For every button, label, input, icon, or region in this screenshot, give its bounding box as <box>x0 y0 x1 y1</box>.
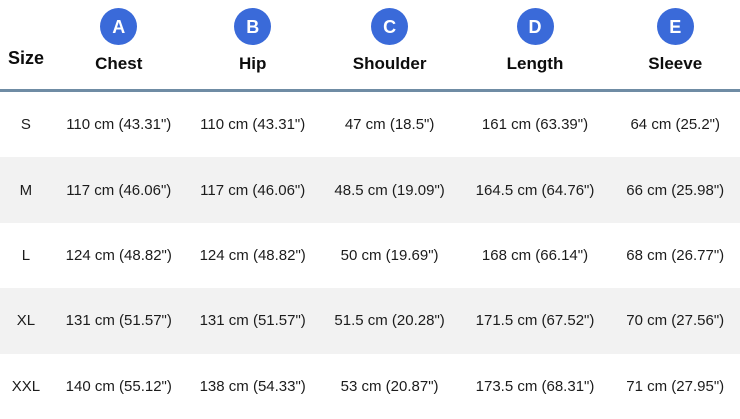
sleeve-column-label: Sleeve <box>648 54 703 73</box>
shoulder-value: 48.5 cm (19.09") <box>334 181 445 199</box>
table-row-s: S 110 cm (43.31") 110 cm (43.31") 47 cm … <box>0 92 740 158</box>
hip-value: 117 cm (46.06") <box>200 181 306 199</box>
badge-a-icon: A <box>100 8 138 45</box>
chest-value: 124 cm (48.82") <box>65 247 172 265</box>
hip-value: 131 cm (51.57") <box>199 312 306 330</box>
length-value: 171.5 cm (67.52") <box>475 312 595 330</box>
shoulder-value: 53 cm (20.87") <box>340 377 439 395</box>
size-column-label: Size <box>8 48 45 68</box>
badge-b-icon: B <box>234 8 272 45</box>
size-value: L <box>21 247 31 265</box>
size-value: M <box>19 181 33 199</box>
length-value: 168 cm (66.14") <box>481 247 589 265</box>
table-row-m: M 117 cm (46.06") 117 cm (46.06") 48.5 c… <box>0 157 740 223</box>
hip-value: 110 cm (43.31") <box>200 116 306 134</box>
chest-column-label: Chest <box>95 54 143 73</box>
chest-value: 117 cm (46.06") <box>66 181 172 199</box>
column-header-size: Size <box>0 0 52 89</box>
chest-value: 110 cm (43.31") <box>66 116 172 134</box>
table-row-xxl: XXL 140 cm (55.12") 138 cm (54.33") 53 c… <box>0 353 740 419</box>
sleeve-value: 71 cm (27.95") <box>626 377 725 395</box>
badge-d-icon: D <box>516 8 554 45</box>
column-header-sleeve: E Sleeve <box>610 0 740 89</box>
shoulder-value: 47 cm (18.5") <box>344 116 435 134</box>
hip-column-label: Hip <box>239 54 267 73</box>
column-header-length: D Length <box>460 0 611 89</box>
size-value: S <box>20 116 31 134</box>
shoulder-value: 51.5 cm (20.28") <box>334 312 445 330</box>
table-row-l: L 124 cm (48.82") 124 cm (48.82") 50 cm … <box>0 222 740 289</box>
size-value: XXL <box>11 377 41 395</box>
table-body: S 110 cm (43.31") 110 cm (43.31") 47 cm … <box>0 92 740 419</box>
length-column-label: Length <box>506 54 564 73</box>
sleeve-value: 70 cm (27.56") <box>626 312 725 330</box>
size-value: XL <box>16 312 36 330</box>
sleeve-value: 68 cm (26.77") <box>626 247 725 265</box>
sleeve-value: 66 cm (25.98") <box>626 181 725 199</box>
length-value: 161 cm (63.39") <box>481 116 589 134</box>
badge-c-icon: C <box>371 8 409 45</box>
sleeve-value: 64 cm (25.2") <box>630 116 720 134</box>
column-header-chest: A Chest <box>52 0 186 89</box>
chest-value: 131 cm (51.57") <box>65 312 172 330</box>
badge-e-icon: E <box>656 8 694 45</box>
shoulder-column-label: Shoulder <box>352 54 427 73</box>
shoulder-value: 50 cm (19.69") <box>340 247 439 265</box>
hip-value: 138 cm (54.33") <box>199 377 306 395</box>
chest-value: 140 cm (55.12") <box>65 377 172 395</box>
length-value: 164.5 cm (64.76") <box>475 181 595 199</box>
length-value: 173.5 cm (68.31") <box>475 377 595 395</box>
column-header-shoulder: C Shoulder <box>320 0 460 89</box>
hip-value: 124 cm (48.82") <box>199 247 306 265</box>
table-row-xl: XL 131 cm (51.57") 131 cm (51.57") 51.5 … <box>0 288 740 354</box>
column-header-hip: B Hip <box>186 0 320 89</box>
table-header-row: Size A Chest B Hip C Shoulder D Length E… <box>0 0 740 92</box>
